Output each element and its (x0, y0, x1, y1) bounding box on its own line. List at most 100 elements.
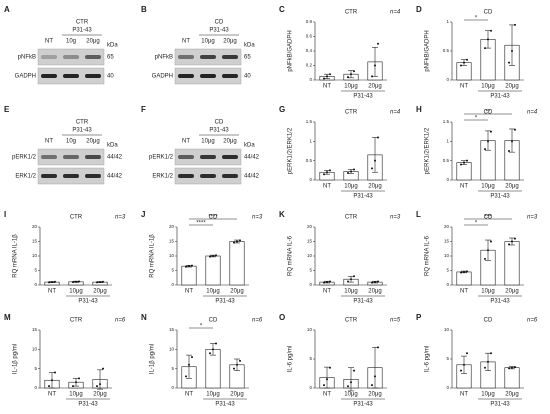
data-point (347, 172, 349, 175)
data-point (466, 58, 468, 61)
panel-letter: B (141, 5, 147, 14)
row-label: pNFkB (155, 55, 173, 61)
panel-letter: O (279, 313, 285, 322)
panel-letter: H (416, 105, 422, 114)
lane-label: 20μg (86, 39, 99, 45)
chart-title: CTR (70, 215, 83, 221)
kda-label: 44/42 (107, 174, 123, 180)
x-tick-label: NT (48, 289, 56, 295)
band (222, 74, 238, 78)
y-tick-label: 0 (171, 385, 174, 390)
data-point (99, 281, 101, 284)
bar (504, 367, 520, 389)
y-tick-label: 20 (169, 224, 175, 229)
y-tick-label: 10 (32, 253, 38, 258)
band (63, 74, 79, 78)
band (178, 155, 194, 159)
n-label: n=6 (115, 318, 126, 324)
panel-letter: P (416, 313, 422, 322)
x-tick-label: 20μg (368, 184, 381, 190)
data-point (323, 173, 325, 176)
chart-title: CD (484, 10, 493, 16)
data-point (466, 159, 468, 162)
n-label: n=3 (252, 215, 263, 221)
n-label: n=4 (527, 110, 538, 116)
band (85, 155, 101, 159)
data-point (326, 75, 328, 78)
data-point (347, 385, 349, 388)
row-label: pNFkB (18, 55, 36, 61)
y-tick-label: 1.5 (306, 119, 313, 124)
data-point (377, 280, 379, 283)
band (200, 174, 216, 178)
data-point (353, 168, 355, 171)
data-point (329, 280, 331, 283)
data-point (463, 161, 465, 164)
lane-label: 20μg (86, 139, 99, 145)
sig-label: ** (486, 110, 491, 116)
sig-label: **** (208, 215, 218, 221)
x-tick-label: 20μg (230, 289, 243, 295)
data-point (463, 270, 465, 273)
data-point (487, 249, 489, 252)
y-tick-label: 0.2 (306, 63, 313, 68)
data-point (329, 73, 331, 76)
band (85, 55, 101, 59)
kda-label: 40 (107, 74, 114, 80)
kda-label: 44/42 (244, 155, 260, 161)
y-tick-label: 15 (32, 327, 38, 332)
bar (456, 162, 472, 181)
data-point (323, 384, 325, 387)
row-label: GADPH (152, 74, 173, 80)
n-label: n=4 (390, 110, 401, 116)
data-point (511, 140, 513, 143)
x-tick-label: NT (323, 289, 331, 295)
y-axis-label: pERK1/2/ERK1/2 (425, 127, 431, 174)
y-tick-label: 15 (169, 327, 175, 332)
y-axis-label: IL-6 pg/ml (425, 346, 431, 373)
y-tick-label: 0 (34, 385, 37, 390)
x-tick-label: 20μg (505, 289, 518, 295)
y-axis-label: IL-1β pg/ml (13, 344, 19, 374)
panel-letter: D (416, 5, 422, 14)
x-tick-label: 10μg (344, 392, 357, 398)
data-point (463, 61, 465, 64)
y-tick-label: 5 (171, 366, 174, 371)
group-label: P31-43 (353, 402, 373, 408)
data-point (511, 50, 513, 52)
y-tick-label: 20 (32, 224, 38, 229)
x-tick-label: 20μg (230, 392, 243, 398)
group-label: P31-43 (490, 194, 510, 200)
row-label: pERK1/2 (12, 155, 37, 161)
y-tick-label: 0 (34, 282, 37, 287)
chart-title: CD (484, 318, 493, 324)
data-point (484, 257, 486, 260)
data-point (326, 171, 328, 174)
chart-title: CD (484, 110, 493, 116)
kda-unit: kDa (244, 143, 255, 149)
data-point (48, 385, 50, 388)
data-point (215, 254, 217, 257)
data-point (75, 381, 77, 384)
data-point (75, 280, 77, 283)
data-point (48, 281, 50, 284)
blot-strip (37, 48, 105, 66)
data-point (460, 163, 462, 166)
group-label: P31-43 (353, 299, 373, 305)
panel-letter: E (4, 105, 10, 114)
data-point (484, 148, 486, 151)
lane-label: 10μg (201, 139, 214, 145)
data-point (371, 281, 373, 284)
data-point (514, 366, 516, 369)
panel-letter: F (141, 105, 146, 114)
n-label: n=4 (390, 10, 401, 16)
band (41, 74, 57, 78)
data-point (239, 239, 241, 242)
x-tick-label: NT (48, 392, 56, 398)
sig-label: **** (196, 221, 206, 227)
y-tick-label: 5 (171, 268, 174, 273)
lane-label: 20μg (223, 139, 236, 145)
y-axis-label: RQ mRNA IL-6 (288, 235, 294, 276)
x-tick-label: 10μg (344, 289, 357, 295)
y-tick-label: 1.5 (443, 119, 450, 124)
